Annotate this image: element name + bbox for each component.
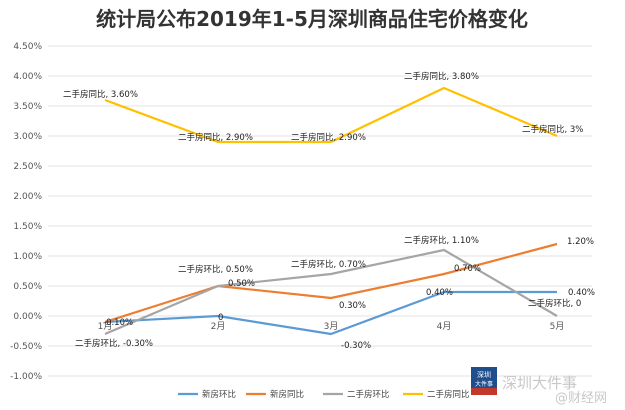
data-label: 0.30%: [339, 301, 366, 311]
watermark-logo-stripe: [471, 388, 497, 395]
x-tick-label: 1月: [98, 321, 113, 332]
legend: 新房环比 新房同比 二手房环比 二手房同比: [178, 389, 470, 400]
data-label: 二手房环比, 1.10%: [404, 235, 479, 246]
x-tick-label: 5月: [550, 321, 565, 332]
y-tick-label: -0.50%: [10, 342, 42, 352]
data-label: 二手房环比, -0.30%: [75, 338, 153, 349]
x-tick-label: 4月: [437, 321, 452, 332]
data-label: 二手房同比, 2.90%: [291, 132, 366, 143]
data-label: 0.40%: [426, 288, 453, 298]
data-label: 二手房环比, 0: [528, 298, 581, 309]
y-tick-label: 4.00%: [13, 72, 42, 82]
y-tick-label: 2.50%: [13, 162, 42, 172]
y-tick-label: 3.50%: [13, 102, 42, 112]
x-tick-label: 2月: [211, 321, 226, 332]
data-label: 二手房同比, 2.90%: [178, 132, 253, 143]
y-tick-label: 4.50%: [13, 42, 42, 52]
data-label: 二手房环比, 0.70%: [291, 259, 366, 270]
data-label: 二手房同比, 3%: [522, 124, 583, 135]
series-line-1: [104, 242, 558, 324]
data-label: 1.20%: [567, 237, 594, 247]
data-label: 0.50%: [228, 279, 255, 289]
y-tick-label: 3.00%: [13, 132, 42, 142]
data-labels: -0.10% 0 -0.30% 0.40% 0.40% 0.50% 0.30% 0.70% 1.…: [63, 71, 595, 351]
series-line-3: [104, 86, 558, 144]
legend-label: 新房环比: [202, 389, 236, 400]
y-tick-label: 1.00%: [13, 252, 42, 262]
data-label: 0.40%: [568, 288, 595, 298]
legend-label: 二手房同比: [427, 389, 470, 400]
chart-title: 统计局公布2019年1-5月深圳商品住宅价格变化: [96, 7, 528, 31]
y-axis-ticks: 4.50% 4.00% 3.50% 3.00% 2.50% 2.00% 1.50% 1.00%…: [10, 42, 42, 382]
data-label: -0.30%: [341, 341, 371, 351]
watermark: 深圳 大件事 深圳大件事 @财经网: [471, 367, 607, 406]
data-label: 0: [218, 313, 223, 323]
y-tick-label: 1.50%: [13, 222, 42, 232]
watermark-logo-line-2: 大件事: [475, 380, 493, 388]
grid-lines: [48, 45, 592, 377]
data-label: 0.70%: [454, 264, 481, 274]
data-label: 二手房同比, 3.80%: [404, 71, 479, 82]
series-line-2: [104, 248, 558, 336]
data-label: 二手房同比, 3.60%: [63, 89, 138, 100]
watermark-sub: @财经网: [555, 391, 607, 406]
x-tick-label: 3月: [324, 321, 339, 332]
y-tick-label: 0.00%: [13, 312, 42, 322]
watermark-text: 深圳大件事: [502, 374, 577, 392]
x-axis-ticks: 1月 2月 3月 4月 5月: [98, 321, 565, 332]
data-label: -0.10%: [103, 318, 133, 328]
series-line-0: [104, 290, 557, 336]
series-lines: [104, 86, 558, 336]
legend-label: 新房同比: [270, 389, 304, 400]
data-label: 二手房环比, 0.50%: [178, 264, 253, 275]
y-tick-label: 0.50%: [13, 282, 42, 292]
watermark-logo-line-1: 深圳: [477, 370, 491, 379]
legend-label: 二手房环比: [347, 389, 390, 400]
y-tick-label: 2.00%: [13, 192, 42, 202]
y-tick-label: -1.00%: [10, 372, 42, 382]
